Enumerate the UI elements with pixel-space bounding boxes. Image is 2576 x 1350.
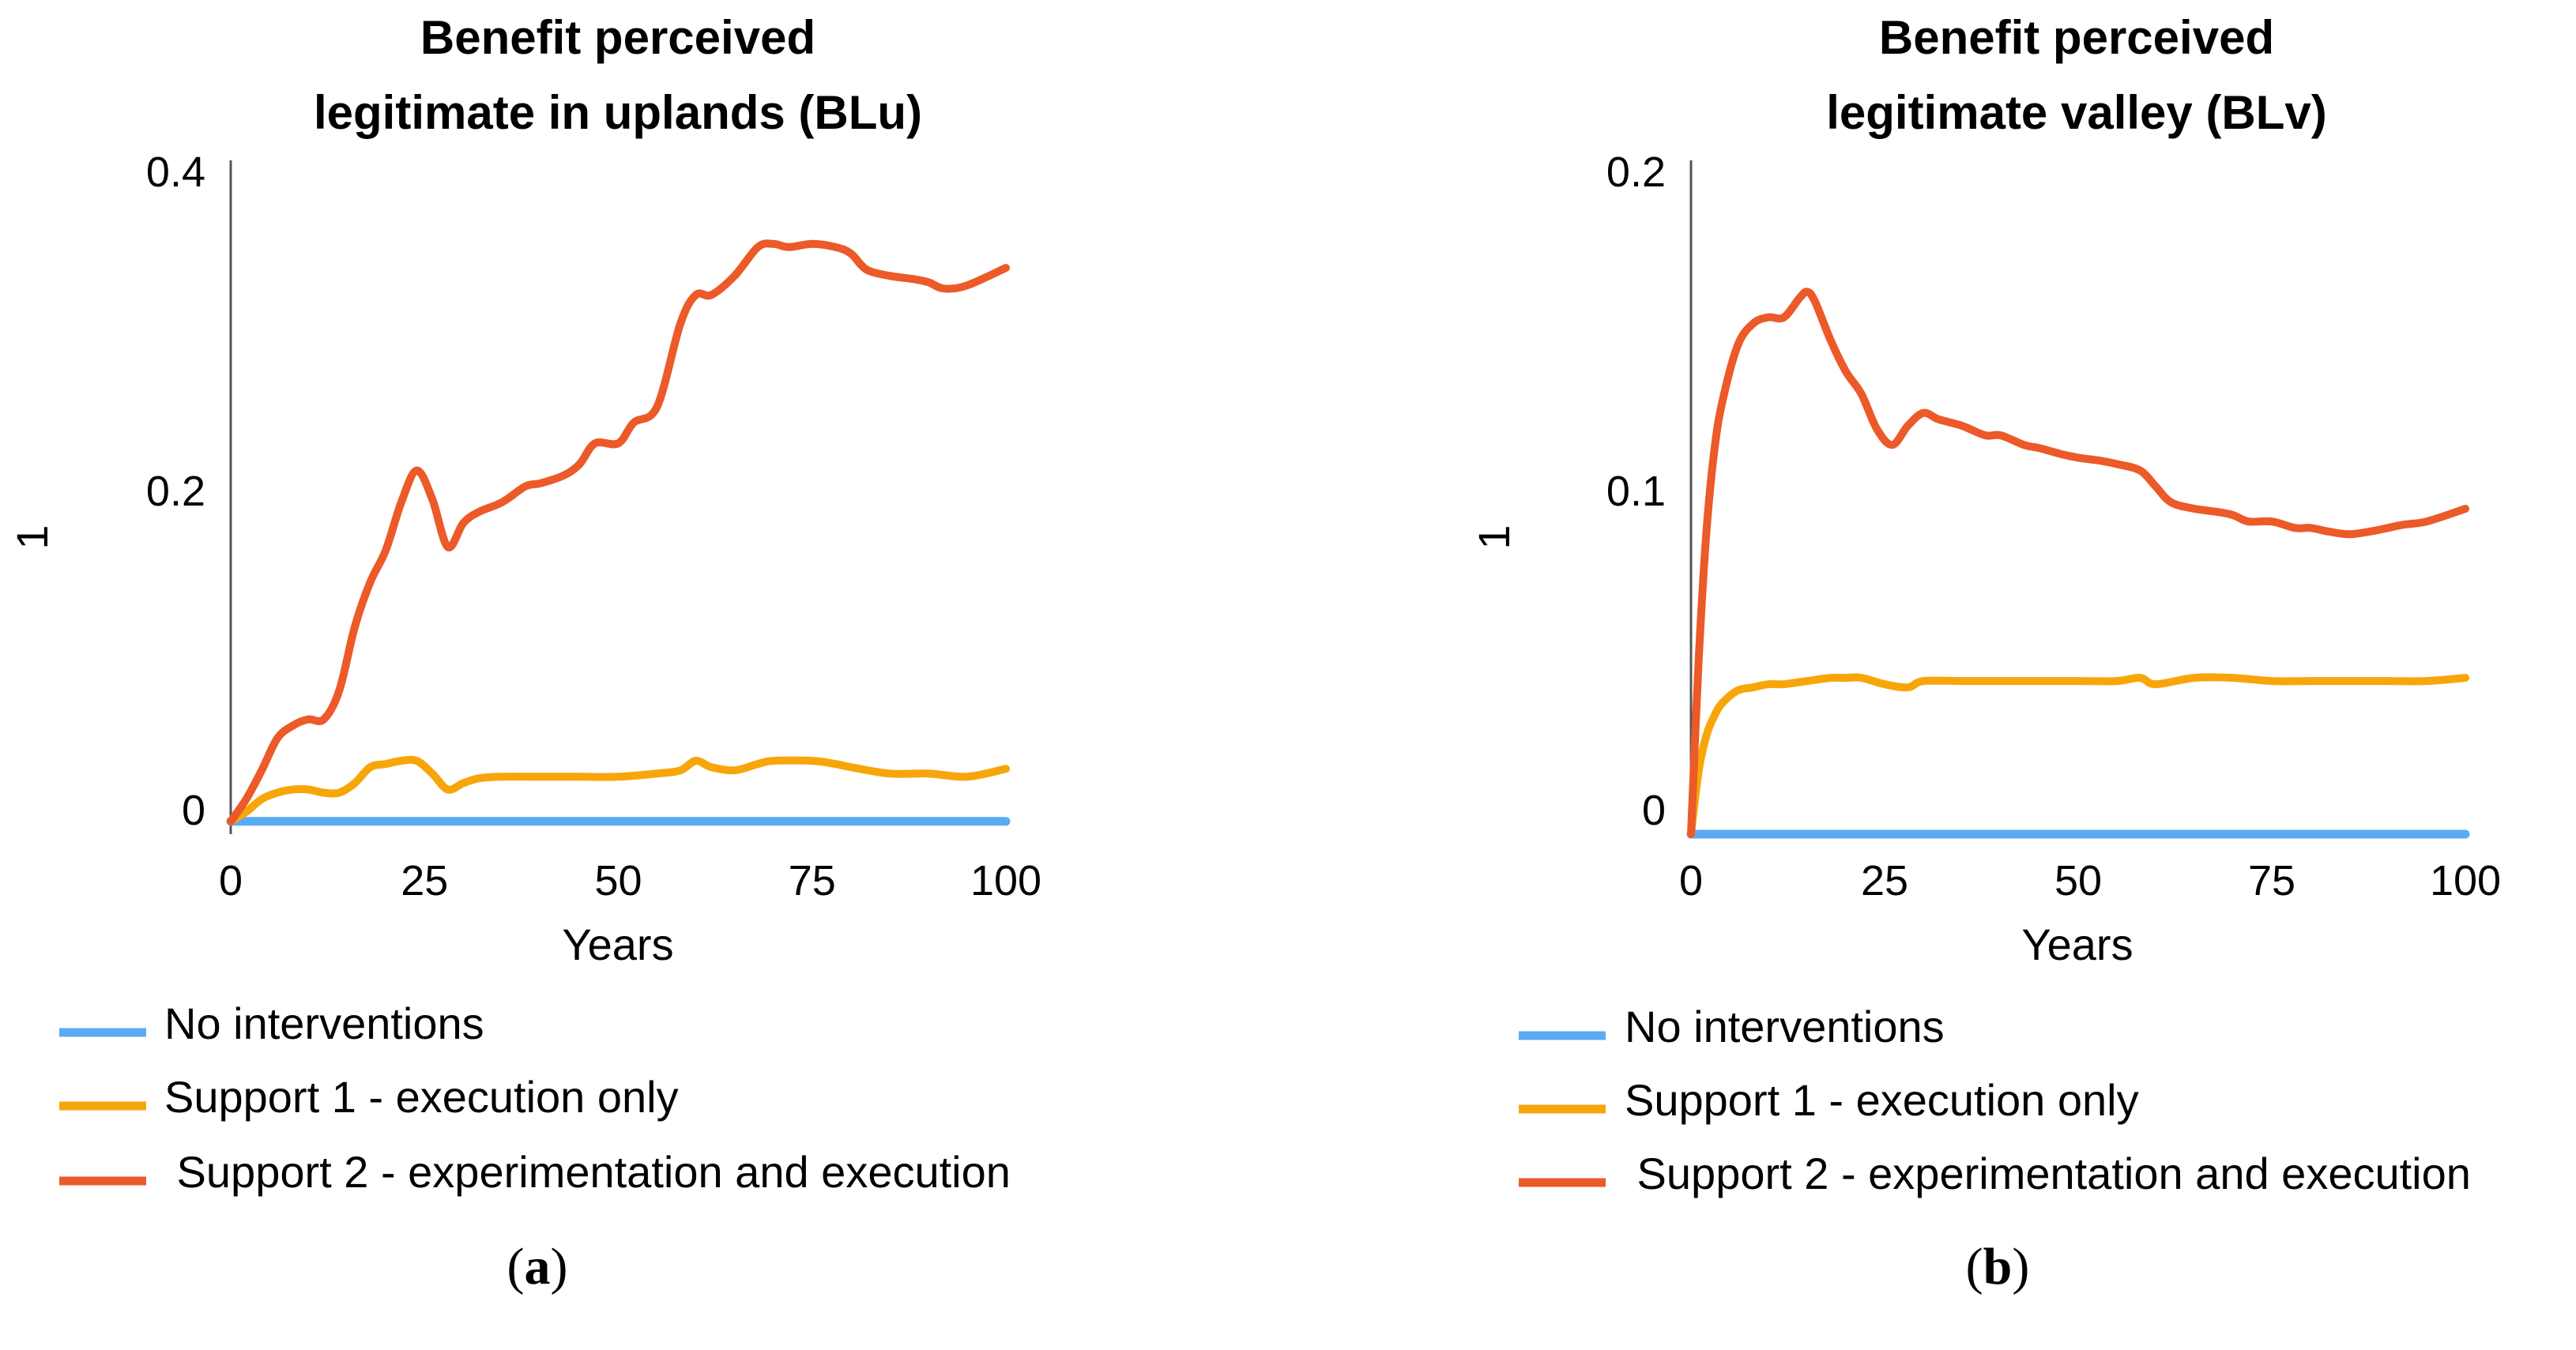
chart-a-xtick-label: 100 <box>970 857 1041 904</box>
chart-b-xtick-label: 50 <box>2054 857 2102 904</box>
chart-b-series-support2 <box>1687 288 2469 838</box>
chart-b-xtick-label: 75 <box>2248 857 2295 904</box>
chart-b-xlabel: Years <box>2021 919 2133 969</box>
chart-a-ytick-label: 0 <box>182 787 205 834</box>
panel-a: Benefit perceived legitimate in uplands … <box>7 11 1041 1295</box>
chart-b-ytick-label: 0 <box>1642 787 1666 834</box>
chart-b-xtick-label: 0 <box>1679 857 1703 904</box>
chart-a-xlabel: Years <box>562 919 673 969</box>
chart-b-title-line-2: legitimate valley (BLv) <box>1826 86 2327 139</box>
chart-b-ytick-label: 0.1 <box>1606 468 1666 515</box>
chart-b-ytick-label: 0.2 <box>1606 149 1666 196</box>
chart-a-xtick-label: 0 <box>219 857 243 904</box>
chart-b-xtick-label: 100 <box>2430 857 2501 904</box>
chart-b-plot-area: 0 25 50 75 100 0 0.1 0.2 <box>1606 149 2501 904</box>
chart-a-xtick-label: 50 <box>594 857 642 904</box>
chart-b-xtick-label: 25 <box>1861 857 1908 904</box>
panel-b: Benefit perceived legitimate valley (BLv… <box>1469 11 2501 1295</box>
chart-a-panel-label: (a) <box>507 1238 568 1295</box>
chart-a-ytick-label: 0.2 <box>146 468 205 515</box>
chart-b-title-line-1: Benefit perceived <box>1879 11 2274 64</box>
chart-a-title-line-1: Benefit perceived <box>420 11 815 64</box>
chart-b-ylabel: 1 <box>1469 525 1519 549</box>
chart-b-series-support1 <box>1687 673 2469 838</box>
chart-a-ylabel: 1 <box>7 525 57 549</box>
chart-b-legend-label-support-2: Support 2 - experimentation and executio… <box>1625 1149 2471 1198</box>
chart-a-ytick-label: 0.4 <box>146 149 205 196</box>
chart-a-plot-area: 0 25 50 75 100 0 0.2 0.4 <box>146 149 1041 904</box>
chart-b-panel-label: (b) <box>1966 1238 2030 1295</box>
chart-a-series-support2 <box>227 239 1010 825</box>
chart-a-xtick-label: 25 <box>401 857 448 904</box>
chart-a-xtick-label: 75 <box>789 857 836 904</box>
chart-a-legend-label-support-1: Support 1 - execution only <box>164 1072 679 1122</box>
chart-b-legend-label-support-1: Support 1 - execution only <box>1625 1075 2139 1125</box>
chart-a-series-support1 <box>227 755 1010 825</box>
chart-b-legend-label-no-interventions: No interventions <box>1625 1002 1945 1051</box>
chart-a-legend-label-no-interventions: No interventions <box>164 998 484 1048</box>
chart-a-title-line-2: legitimate in uplands (BLu) <box>314 86 922 139</box>
chart-a-legend-label-support-2: Support 2 - experimentation and executio… <box>164 1147 1011 1197</box>
